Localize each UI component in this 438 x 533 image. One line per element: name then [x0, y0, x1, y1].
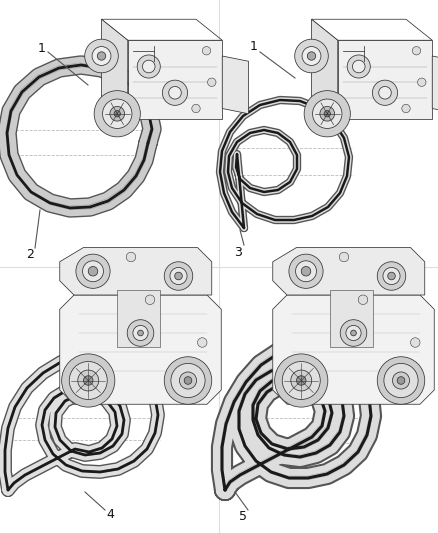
Circle shape: [198, 338, 207, 348]
Circle shape: [180, 372, 197, 389]
Circle shape: [340, 320, 367, 346]
Circle shape: [383, 268, 400, 285]
Circle shape: [76, 254, 110, 288]
Polygon shape: [338, 41, 432, 119]
Circle shape: [412, 46, 421, 55]
Circle shape: [164, 262, 193, 290]
Circle shape: [126, 252, 136, 262]
Circle shape: [372, 80, 398, 106]
Circle shape: [302, 46, 321, 66]
Circle shape: [377, 357, 425, 404]
Circle shape: [353, 60, 365, 73]
Circle shape: [397, 377, 405, 384]
Circle shape: [275, 354, 328, 407]
Circle shape: [347, 55, 370, 78]
Circle shape: [289, 254, 323, 288]
Circle shape: [164, 357, 212, 404]
Circle shape: [296, 261, 316, 282]
Circle shape: [307, 52, 316, 60]
Text: 1: 1: [38, 42, 46, 54]
Circle shape: [184, 377, 192, 384]
Circle shape: [346, 326, 361, 341]
Text: 4: 4: [106, 508, 114, 521]
Circle shape: [170, 268, 187, 285]
Text: 1: 1: [250, 41, 258, 53]
Circle shape: [133, 326, 148, 341]
Circle shape: [142, 60, 155, 73]
Circle shape: [295, 39, 328, 73]
Circle shape: [127, 320, 154, 346]
Circle shape: [162, 80, 187, 106]
Circle shape: [410, 338, 420, 348]
Circle shape: [417, 78, 426, 86]
Polygon shape: [60, 295, 221, 404]
Circle shape: [110, 107, 124, 121]
Circle shape: [171, 364, 205, 398]
Circle shape: [114, 111, 120, 117]
Polygon shape: [273, 247, 425, 295]
Circle shape: [320, 107, 335, 121]
Circle shape: [339, 252, 349, 262]
Circle shape: [202, 46, 211, 55]
Polygon shape: [222, 56, 248, 114]
Polygon shape: [117, 290, 159, 348]
Text: 2: 2: [26, 248, 34, 262]
Polygon shape: [128, 41, 222, 119]
Circle shape: [94, 91, 140, 137]
Text: 3: 3: [234, 246, 242, 259]
Circle shape: [313, 99, 342, 128]
Polygon shape: [330, 290, 372, 348]
Circle shape: [88, 266, 98, 276]
Circle shape: [169, 86, 181, 99]
Circle shape: [97, 52, 106, 60]
Circle shape: [62, 354, 115, 407]
Circle shape: [379, 86, 391, 99]
Circle shape: [175, 272, 182, 280]
Circle shape: [102, 99, 132, 128]
Circle shape: [145, 295, 155, 304]
Circle shape: [297, 376, 306, 385]
Polygon shape: [311, 19, 338, 119]
Circle shape: [69, 361, 107, 400]
Circle shape: [282, 361, 320, 400]
Circle shape: [138, 330, 143, 336]
Circle shape: [358, 295, 368, 304]
Circle shape: [78, 370, 99, 391]
Polygon shape: [432, 56, 438, 114]
Circle shape: [388, 272, 396, 280]
Circle shape: [137, 55, 160, 78]
Circle shape: [402, 104, 410, 112]
Circle shape: [301, 266, 311, 276]
Text: 5: 5: [239, 510, 247, 522]
Circle shape: [92, 46, 111, 66]
Circle shape: [82, 261, 103, 282]
Polygon shape: [273, 295, 434, 404]
Circle shape: [351, 330, 357, 336]
Circle shape: [392, 372, 410, 389]
Circle shape: [85, 39, 118, 73]
Circle shape: [384, 364, 418, 398]
Circle shape: [304, 91, 350, 137]
Circle shape: [377, 262, 406, 290]
Circle shape: [192, 104, 200, 112]
Polygon shape: [60, 247, 212, 295]
Polygon shape: [102, 19, 128, 119]
Circle shape: [291, 370, 312, 391]
Circle shape: [324, 111, 330, 117]
Circle shape: [84, 376, 93, 385]
Circle shape: [208, 78, 216, 86]
